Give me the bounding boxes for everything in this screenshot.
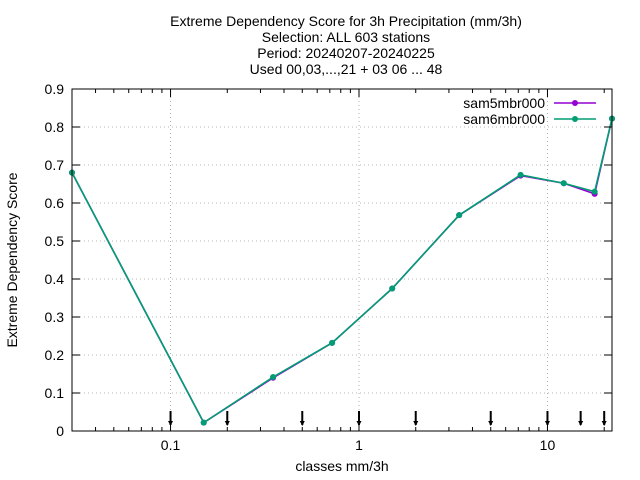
data-point — [456, 212, 463, 219]
title-line-4: Used 00,03,...,21 + 03 06 ... 48 — [250, 61, 443, 77]
series-sam6mbr000 — [69, 115, 615, 426]
data-point — [329, 339, 336, 346]
data-point — [270, 374, 277, 381]
series-sam5mbr000 — [69, 115, 615, 426]
y-tick-label: 0.8 — [45, 119, 65, 135]
class-marker — [601, 411, 607, 426]
x-tick-label: 1 — [355, 437, 363, 453]
legend-entry: sam6mbr000 — [463, 111, 596, 127]
series-line — [71, 118, 613, 424]
plot-frame — [71, 88, 613, 432]
x-tick-label: 10 — [540, 437, 556, 453]
title-line-2: Selection: ALL 603 stations — [262, 29, 430, 45]
data-point — [591, 188, 598, 195]
data-point — [200, 419, 207, 426]
class-marker — [224, 411, 230, 426]
y-tick-label: 0.2 — [45, 347, 65, 363]
x-axis-label: classes mm/3h — [295, 458, 388, 474]
legend-marker — [572, 100, 578, 106]
y-axis-ticks: 0 0.1 0.2 0.3 0.4 0.5 0.6 0.7 0.8 0.9 — [45, 81, 612, 439]
x-tick-label: 0.1 — [161, 437, 181, 453]
legend-marker — [572, 116, 578, 122]
class-marker — [578, 411, 584, 426]
title-line-1: Extreme Dependency Score for 3h Precipit… — [170, 13, 522, 29]
y-tick-label: 0.4 — [45, 271, 65, 287]
y-axis-label: Extreme Dependency Score — [4, 172, 20, 347]
title-line-3: Period: 20240207-20240225 — [257, 45, 435, 61]
series-lines — [69, 115, 615, 426]
x-axis-ticks: 0.1 1 10 — [95, 89, 605, 453]
y-tick-label: 0.6 — [45, 195, 65, 211]
class-marker — [413, 411, 419, 426]
legend-label: sam6mbr000 — [463, 111, 545, 127]
y-tick-label: 0.1 — [45, 385, 65, 401]
y-tick-label: 0.3 — [45, 309, 65, 325]
class-marker — [299, 411, 305, 426]
class-marker — [488, 411, 494, 426]
y-tick-label: 0 — [56, 423, 64, 439]
y-tick-label: 0.5 — [45, 233, 65, 249]
data-point — [389, 285, 396, 292]
series-line — [71, 118, 613, 424]
class-markers — [168, 411, 607, 426]
y-tick-label: 0.9 — [45, 81, 65, 97]
data-point — [517, 171, 524, 178]
legend-label: sam5mbr000 — [463, 95, 545, 111]
grid — [72, 89, 612, 431]
y-tick-label: 0.7 — [45, 157, 65, 173]
chart-title: Extreme Dependency Score for 3h Precipit… — [170, 13, 522, 77]
data-point — [560, 180, 567, 187]
legend-entry: sam5mbr000 — [463, 95, 596, 111]
